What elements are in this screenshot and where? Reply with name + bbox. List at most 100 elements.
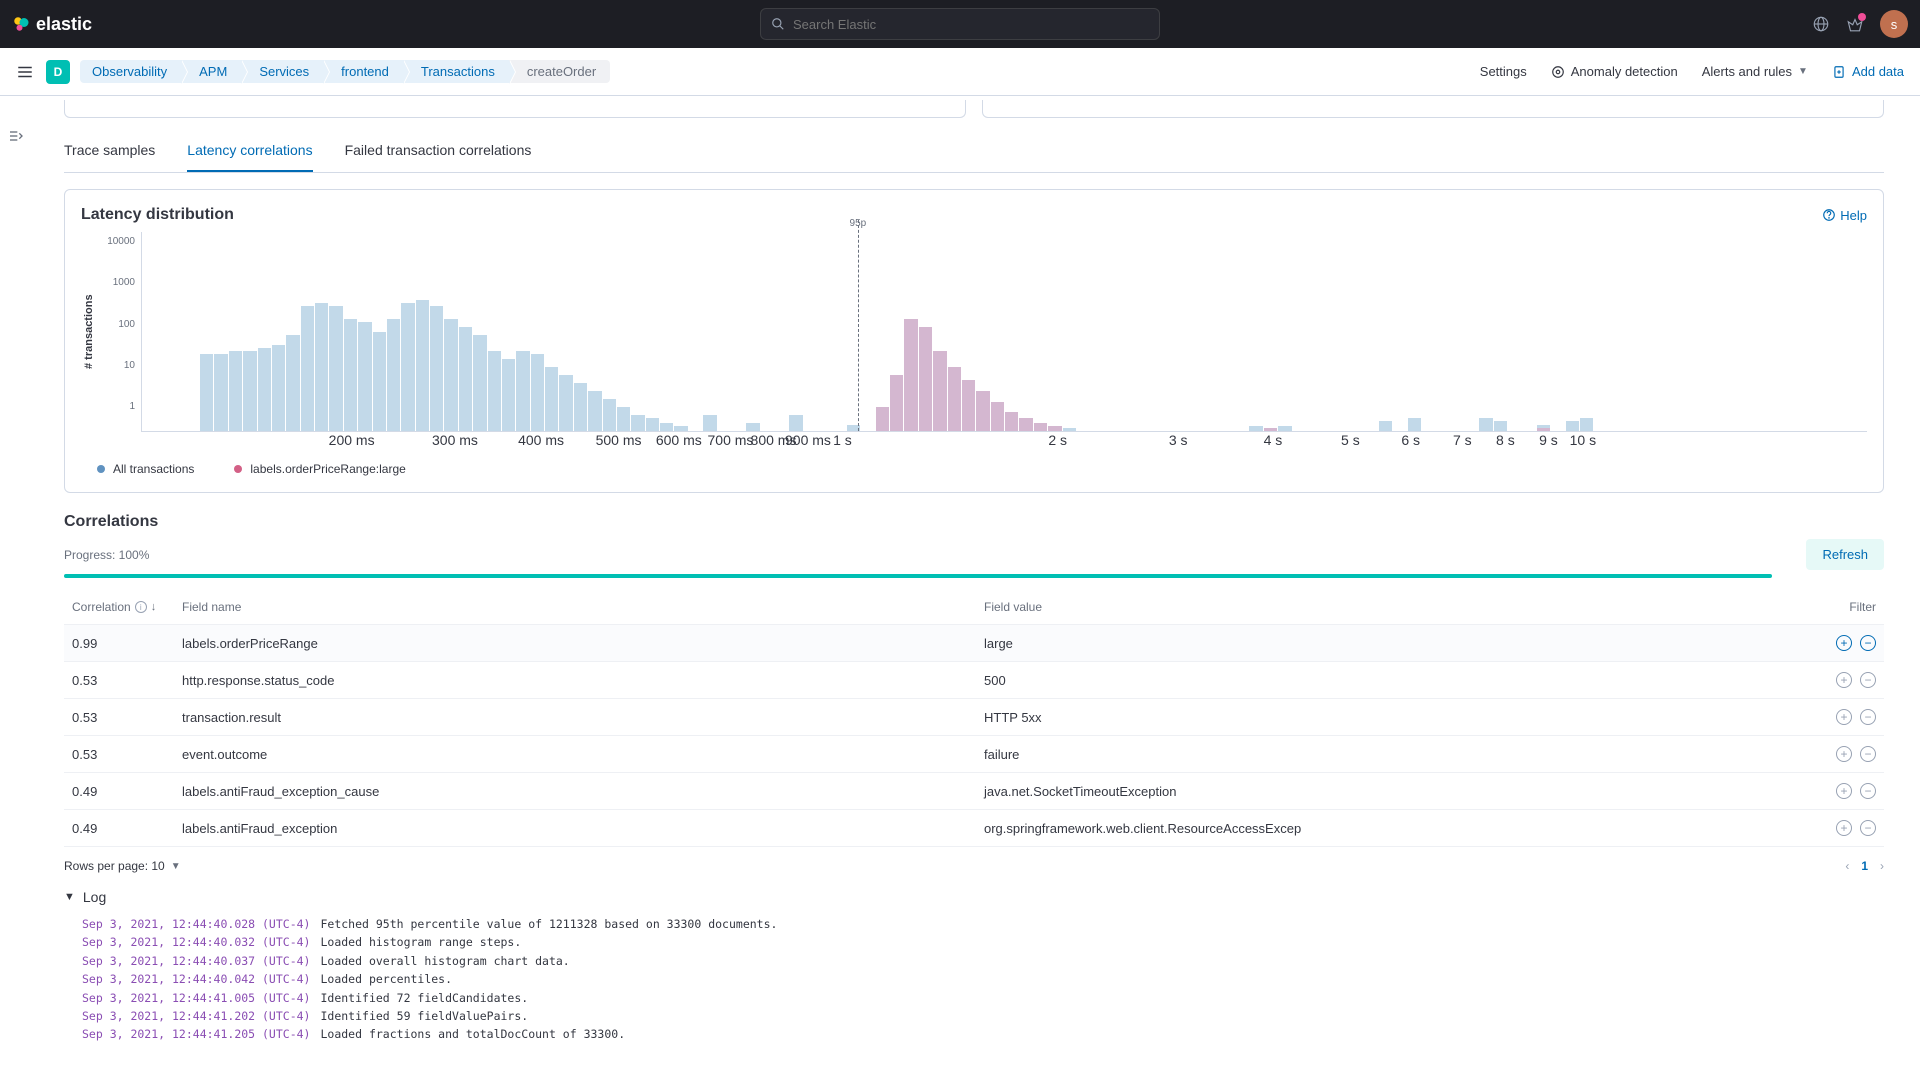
breadcrumb-item[interactable]: frontend	[323, 60, 403, 83]
chart-bar	[315, 303, 328, 431]
sub-header-right: Settings Anomaly detection Alerts and ru…	[1480, 64, 1904, 79]
log-message: Loaded overall histogram chart data.	[320, 952, 569, 970]
global-search[interactable]	[760, 8, 1160, 40]
cell-correlation: 0.49	[72, 784, 182, 799]
filter-out-icon[interactable]: −	[1860, 672, 1876, 688]
chart-bar	[991, 402, 1004, 431]
rows-per-page[interactable]: Rows per page: 10 ▼	[64, 859, 181, 873]
chart-bar	[948, 367, 961, 431]
filter-out-icon[interactable]: −	[1860, 783, 1876, 799]
log-message: Identified 72 fieldCandidates.	[320, 989, 528, 1007]
y-tick: 100	[97, 319, 135, 330]
menu-toggle-icon[interactable]	[16, 63, 34, 81]
page-controls: ‹ 1 ›	[1845, 859, 1884, 873]
chart-bar	[329, 306, 342, 431]
chart-bar	[919, 327, 932, 431]
cell-correlation: 0.53	[72, 747, 182, 762]
breadcrumb-item[interactable]: createOrder	[509, 60, 610, 83]
refresh-button[interactable]: Refresh	[1806, 539, 1884, 570]
table-row[interactable]: 0.53 http.response.status_code 500 + −	[64, 662, 1884, 699]
progress-bar	[64, 574, 1772, 578]
col-correlation[interactable]: Correlation i ↓	[72, 600, 182, 614]
header-right: s	[1812, 10, 1908, 38]
breadcrumb-item[interactable]: Transactions	[403, 60, 509, 83]
chart-legend: All transactions labels.orderPriceRange:…	[81, 462, 1867, 476]
table-row[interactable]: 0.53 transaction.result HTTP 5xx + −	[64, 699, 1884, 736]
y-tick: 1	[97, 401, 135, 412]
filter-in-icon[interactable]: +	[1836, 783, 1852, 799]
chart-bar	[502, 359, 515, 431]
col-field-name[interactable]: Field name	[182, 600, 984, 614]
filter-out-icon[interactable]: −	[1860, 635, 1876, 651]
space-badge[interactable]: D	[46, 60, 70, 84]
chart-bar	[229, 351, 242, 431]
tab-failed-correlations[interactable]: Failed transaction correlations	[345, 130, 532, 172]
correlations-table: Correlation i ↓ Field name Field value F…	[64, 590, 1884, 847]
chart-bar	[789, 415, 802, 431]
log-message: Loaded fractions and totalDocCount of 33…	[320, 1025, 625, 1043]
chevron-down-icon: ▼	[64, 891, 75, 903]
table-row[interactable]: 0.99 labels.orderPriceRange large + −	[64, 625, 1884, 662]
x-tick: 900 ms	[785, 432, 831, 448]
notifications-icon[interactable]	[1846, 15, 1864, 33]
current-page[interactable]: 1	[1861, 859, 1868, 873]
x-tick: 4 s	[1264, 432, 1283, 448]
filter-in-icon[interactable]: +	[1836, 820, 1852, 836]
log-message: Loaded histogram range steps.	[320, 933, 521, 951]
anomaly-detection-link[interactable]: Anomaly detection	[1551, 64, 1678, 79]
tab-latency-correlations[interactable]: Latency correlations	[187, 130, 312, 172]
page-body: Trace samples Latency correlations Faile…	[0, 100, 1920, 1044]
table-row[interactable]: 0.53 event.outcome failure + −	[64, 736, 1884, 773]
filter-in-icon[interactable]: +	[1836, 635, 1852, 651]
y-axis-label: # transactions	[81, 232, 97, 432]
table-row[interactable]: 0.49 labels.antiFraud_exception org.spri…	[64, 810, 1884, 847]
filter-out-icon[interactable]: −	[1860, 746, 1876, 762]
x-tick: 600 ms	[656, 432, 702, 448]
globe-icon[interactable]	[1812, 15, 1830, 33]
table-row[interactable]: 0.49 labels.antiFraud_exception_cause ja…	[64, 773, 1884, 810]
correlations-title: Correlations	[64, 513, 1884, 531]
col-field-value[interactable]: Field value	[984, 600, 1786, 614]
filter-in-icon[interactable]: +	[1836, 672, 1852, 688]
collapsed-panels	[64, 100, 1884, 118]
breadcrumb-item[interactable]: Services	[241, 60, 323, 83]
alerts-rules-link[interactable]: Alerts and rules ▼	[1702, 64, 1808, 79]
cell-field-name: event.outcome	[182, 747, 984, 762]
prev-page-icon[interactable]: ‹	[1845, 859, 1849, 873]
log-section: ▼ Log Sep 3, 2021, 12:44:40.028 (UTC-4)F…	[64, 889, 1884, 1044]
settings-link[interactable]: Settings	[1480, 64, 1527, 79]
x-tick: 500 ms	[596, 432, 642, 448]
elastic-logo-icon	[12, 15, 30, 33]
chart-bar	[1005, 412, 1018, 431]
filter-in-icon[interactable]: +	[1836, 746, 1852, 762]
add-data-link[interactable]: Add data	[1832, 64, 1904, 79]
chart-bar	[703, 415, 716, 431]
legend-all-transactions[interactable]: All transactions	[97, 462, 194, 476]
filter-out-icon[interactable]: −	[1860, 709, 1876, 725]
cell-field-name: labels.orderPriceRange	[182, 636, 984, 651]
tab-trace-samples[interactable]: Trace samples	[64, 130, 155, 172]
user-avatar[interactable]: s	[1880, 10, 1908, 38]
x-tick: 5 s	[1341, 432, 1360, 448]
chart-bar	[1580, 418, 1593, 431]
filter-in-icon[interactable]: +	[1836, 709, 1852, 725]
log-toggle[interactable]: ▼ Log	[64, 889, 1884, 905]
chart-bar	[890, 375, 903, 431]
filter-out-icon[interactable]: −	[1860, 820, 1876, 836]
chart-bar	[459, 327, 472, 431]
chart-bar	[243, 351, 256, 431]
next-page-icon[interactable]: ›	[1880, 859, 1884, 873]
chart-bar	[1379, 421, 1392, 431]
chart-title: Latency distribution	[81, 206, 234, 224]
logo[interactable]: elastic	[12, 14, 92, 35]
help-link[interactable]: Help	[1822, 208, 1867, 223]
legend-selected-field[interactable]: labels.orderPriceRange:large	[234, 462, 405, 476]
log-line: Sep 3, 2021, 12:44:40.037 (UTC-4)Loaded …	[82, 952, 1884, 970]
breadcrumb-item[interactable]: APM	[181, 60, 241, 83]
sidebar-expand-icon[interactable]	[8, 128, 24, 144]
breadcrumb-item[interactable]: Observability	[80, 60, 181, 83]
search-input[interactable]	[793, 17, 1149, 32]
chevron-down-icon: ▼	[1798, 66, 1808, 77]
anomaly-icon	[1551, 65, 1565, 79]
breadcrumbs: ObservabilityAPMServicesfrontendTransact…	[80, 60, 610, 83]
